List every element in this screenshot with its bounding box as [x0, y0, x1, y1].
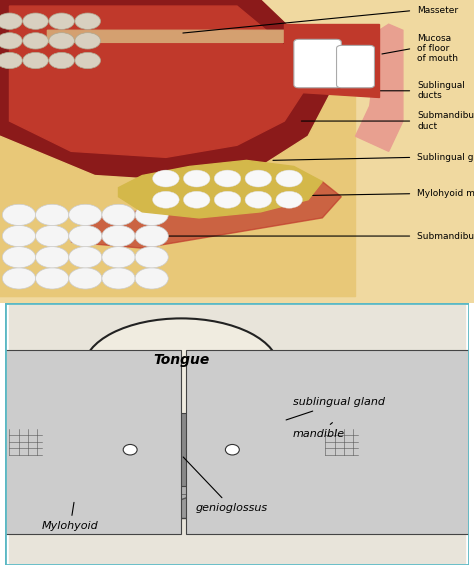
Circle shape — [102, 204, 135, 226]
Circle shape — [0, 53, 22, 69]
Text: genioglossus: genioglossus — [183, 457, 267, 513]
Circle shape — [102, 226, 135, 247]
FancyBboxPatch shape — [337, 46, 374, 88]
Polygon shape — [61, 486, 302, 518]
FancyBboxPatch shape — [294, 39, 341, 88]
Circle shape — [245, 170, 272, 187]
Circle shape — [75, 33, 100, 49]
Circle shape — [49, 33, 74, 49]
Polygon shape — [0, 46, 356, 296]
Circle shape — [75, 53, 100, 69]
Text: sublingual gland: sublingual gland — [286, 397, 385, 420]
Circle shape — [183, 170, 210, 187]
Polygon shape — [9, 6, 308, 158]
Circle shape — [23, 33, 48, 49]
Circle shape — [0, 33, 22, 49]
Circle shape — [0, 13, 22, 29]
Circle shape — [23, 13, 48, 29]
Ellipse shape — [319, 379, 351, 463]
Circle shape — [214, 191, 241, 208]
Circle shape — [214, 170, 241, 187]
Circle shape — [69, 204, 102, 226]
Circle shape — [75, 13, 100, 29]
Polygon shape — [356, 24, 403, 151]
Circle shape — [2, 226, 36, 247]
Text: Masseter: Masseter — [417, 6, 458, 15]
Circle shape — [135, 268, 168, 289]
Text: Mucosa
of floor
of mouth: Mucosa of floor of mouth — [417, 34, 458, 63]
Circle shape — [69, 268, 102, 289]
Ellipse shape — [12, 379, 44, 463]
Circle shape — [23, 53, 48, 69]
Circle shape — [36, 268, 69, 289]
Circle shape — [36, 247, 69, 268]
Polygon shape — [71, 182, 341, 248]
Polygon shape — [144, 413, 219, 486]
Circle shape — [153, 170, 179, 187]
Circle shape — [135, 247, 168, 268]
Ellipse shape — [84, 319, 279, 418]
Circle shape — [2, 247, 36, 268]
Polygon shape — [47, 30, 303, 42]
Circle shape — [2, 204, 36, 226]
Circle shape — [2, 268, 36, 289]
Text: Submandibular
duct: Submandibular duct — [417, 111, 474, 131]
Circle shape — [36, 204, 69, 226]
Polygon shape — [284, 24, 379, 97]
Circle shape — [183, 191, 210, 208]
Circle shape — [276, 170, 302, 187]
Text: mandible: mandible — [293, 423, 345, 439]
Text: Sublingual gland: Sublingual gland — [417, 153, 474, 162]
Circle shape — [135, 226, 168, 247]
Text: Submandibular gland: Submandibular gland — [417, 232, 474, 240]
FancyBboxPatch shape — [0, 350, 181, 534]
Ellipse shape — [225, 444, 239, 455]
Circle shape — [135, 204, 168, 226]
Polygon shape — [0, 0, 332, 182]
Circle shape — [49, 53, 74, 69]
Circle shape — [69, 247, 102, 268]
Ellipse shape — [46, 403, 111, 455]
Circle shape — [153, 191, 179, 208]
Circle shape — [102, 247, 135, 268]
Polygon shape — [118, 160, 322, 218]
Circle shape — [245, 191, 272, 208]
Text: Tongue: Tongue — [153, 353, 210, 367]
Circle shape — [69, 226, 102, 247]
Text: Mylohyoid muscle: Mylohyoid muscle — [417, 189, 474, 198]
Circle shape — [276, 191, 302, 208]
Circle shape — [36, 226, 69, 247]
FancyBboxPatch shape — [186, 350, 474, 534]
Text: Sublingual
ducts: Sublingual ducts — [417, 81, 465, 100]
Ellipse shape — [251, 403, 316, 455]
Circle shape — [102, 268, 135, 289]
Polygon shape — [107, 408, 255, 500]
Text: Mylohyoid: Mylohyoid — [42, 502, 99, 531]
Ellipse shape — [123, 444, 137, 455]
Circle shape — [49, 13, 74, 29]
Polygon shape — [255, 434, 330, 492]
Polygon shape — [33, 434, 107, 492]
